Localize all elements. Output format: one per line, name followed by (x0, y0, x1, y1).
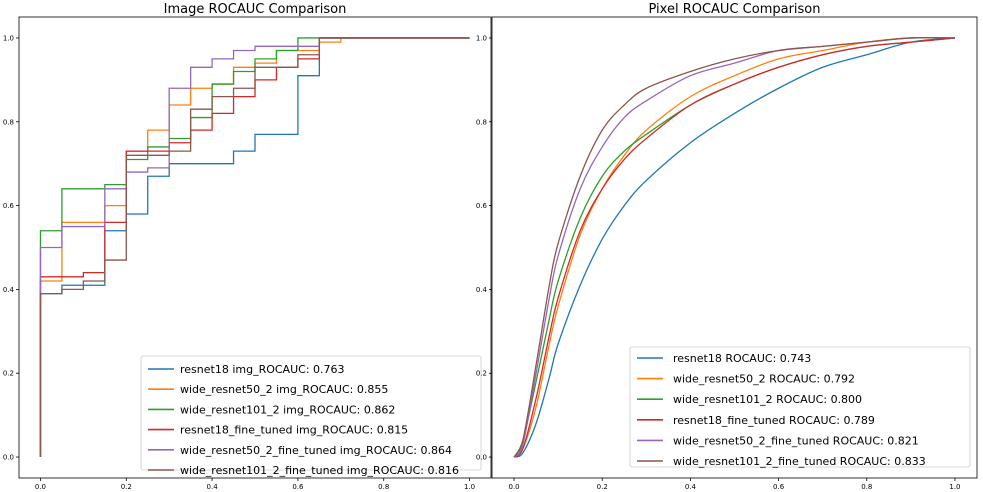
y-tick-label: 0.4 (476, 286, 488, 294)
x-tick-label: 0.2 (121, 483, 132, 491)
y-tick-label: 0.6 (3, 202, 15, 210)
x-tick-label: 0.4 (207, 483, 219, 491)
series-line-6 (39, 37, 470, 458)
y-tick-label: 0.4 (3, 286, 15, 294)
chart-panel-1: Image ROCAUC Comparison 0.0 0.2 0.4 0.6 0.8 1.… (3, 2, 492, 491)
y-tick-label: 0.2 (476, 370, 487, 378)
legend: resnet18 ROCAUC: 0.743 wide_resnet50_2 RO… (629, 346, 971, 468)
x-tick-label: 0.6 (773, 483, 785, 491)
legend-label: resnet18 img_ROCAUC: 0.763 (180, 363, 345, 376)
legend-label: wide_resnet101_2 ROCAUC: 0.800 (673, 393, 862, 406)
y-tick-label: 0.0 (3, 454, 14, 462)
x-tick-label: 1.0 (949, 483, 960, 491)
legend-label: wide_resnet101_2 img_ROCAUC: 0.862 (180, 403, 395, 416)
x-tick-label: 0.0 (508, 483, 519, 491)
series-line-6 (513, 36, 955, 458)
chart-title: Pixel ROCAUC Comparison (649, 2, 821, 17)
y-tick-label: 0.6 (476, 202, 488, 210)
y-tick-label: 0.0 (476, 454, 487, 462)
x-tick-label: 0.4 (685, 483, 697, 491)
x-tick-label: 0.2 (597, 483, 608, 491)
y-tick-label: 0.8 (476, 118, 487, 126)
y-tick-label: 1.0 (476, 34, 487, 42)
chart-title: Image ROCAUC Comparison (164, 2, 347, 17)
plot-frame (491, 16, 978, 479)
y-tick-label: 0.2 (3, 370, 14, 378)
x-tick-label: 0.6 (292, 483, 304, 491)
legend-label: wide_resnet101_2_fine_tuned img_ROCAUC: … (180, 464, 459, 477)
legend-label: resnet18_fine_tuned img_ROCAUC: 0.815 (180, 424, 408, 437)
legend-box (629, 346, 971, 468)
x-tick-label: 0.8 (378, 483, 389, 491)
legend-label: resnet18 ROCAUC: 0.743 (673, 352, 811, 365)
legend-label: wide_resnet50_2 ROCAUC: 0.792 (673, 373, 855, 386)
legend-label: wide_resnet50_2_fine_tuned ROCAUC: 0.821 (673, 434, 919, 447)
plot-frame (18, 16, 492, 479)
legend-label: resnet18_fine_tuned ROCAUC: 0.789 (673, 414, 875, 427)
legend-label: wide_resnet50_2_fine_tuned img_ROCAUC: 0… (180, 444, 452, 457)
x-tick-label: 0.0 (35, 483, 46, 491)
legend-label: wide_resnet50_2 img_ROCAUC: 0.855 (180, 383, 388, 396)
legend: resnet18 img_ROCAUC: 0.763 wide_resnet50_… (140, 355, 482, 477)
series-line-5 (39, 37, 470, 458)
series-line-4 (513, 37, 956, 458)
series-line-1 (513, 37, 956, 458)
chart-panel-2: Pixel ROCAUC Comparison 0.0 0.2 0.4 0.6 0.8 1.… (476, 2, 978, 491)
y-tick-label: 0.8 (3, 118, 14, 126)
x-tick-label: 1.0 (464, 483, 475, 491)
legend-box (140, 355, 482, 471)
x-tick-label: 0.8 (861, 483, 872, 491)
y-tick-label: 1.0 (3, 34, 14, 42)
legend-label: wide_resnet101_2_fine_tuned ROCAUC: 0.83… (673, 455, 926, 468)
